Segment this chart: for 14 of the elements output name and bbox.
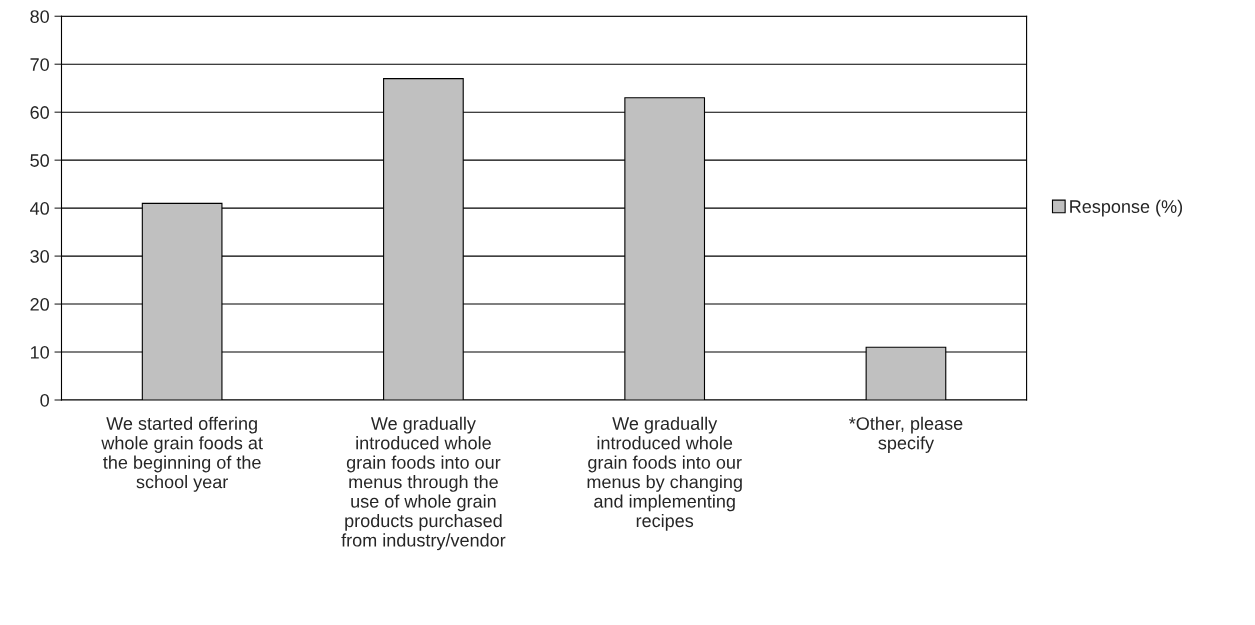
x-tick-label: We gradually introduced whole grain foods into our menus by changing and implementing recipes: [587, 416, 742, 531]
y-tick-label: 80: [30, 10, 49, 23]
x-tick-label: We gradually introduced whole grain foods into our menus through the use of whole grain products purchased from industry/vendor: [341, 416, 506, 551]
y-tick-label: 20: [30, 298, 49, 311]
legend-label: Response (%): [1070, 199, 1183, 217]
x-tick-label: *Other, please specify: [849, 416, 963, 453]
y-tick-label: 70: [30, 58, 49, 71]
y-tick-label: 50: [30, 154, 49, 167]
y-tick-label: 0: [40, 393, 49, 407]
y-tick-label: 10: [30, 345, 49, 359]
y-tick-label: 40: [30, 202, 49, 215]
y-tick-label: 60: [30, 106, 49, 119]
y-tick-label: 30: [30, 250, 49, 263]
x-tick-label: We started offering whole grain foods at the beginning of the school year: [101, 416, 263, 492]
